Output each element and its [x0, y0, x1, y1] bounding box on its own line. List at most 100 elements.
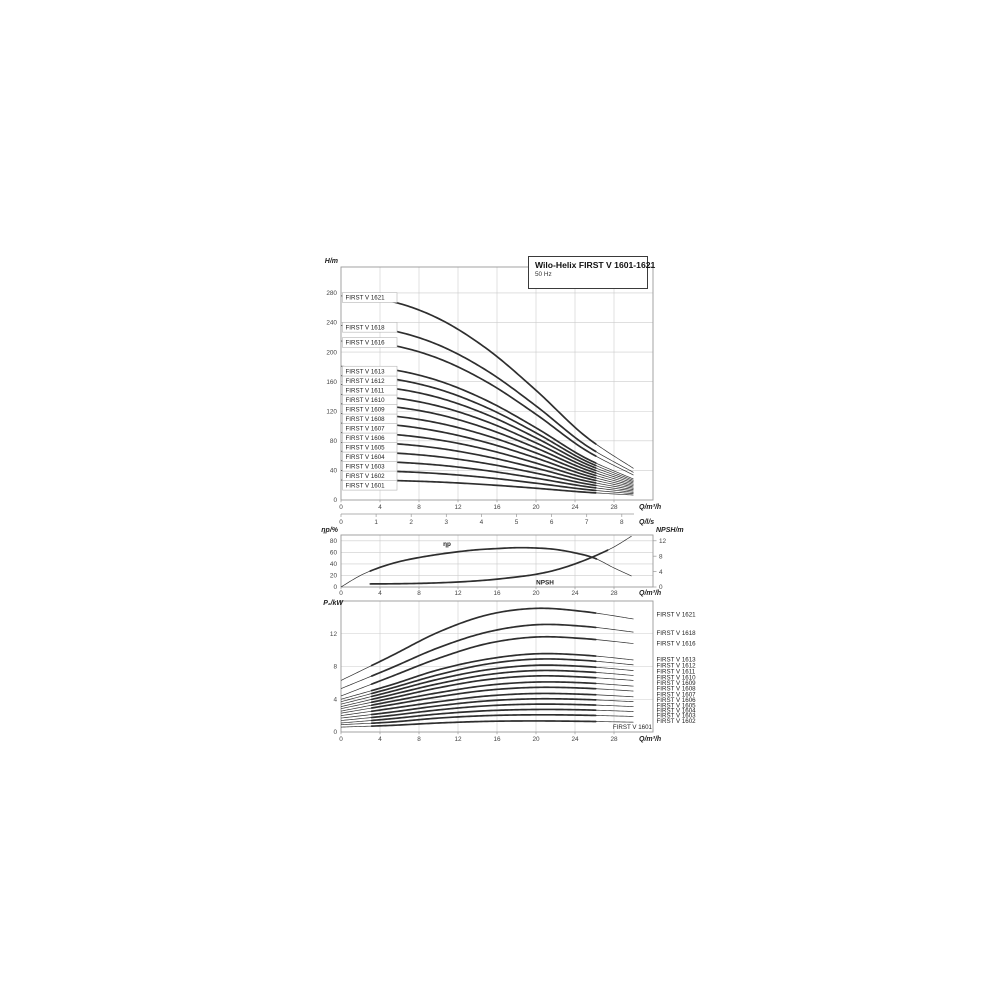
lps-tick-label: 4 [480, 519, 484, 526]
curve-label-box [342, 365, 398, 377]
lps-axis-title: Q/l/s [639, 519, 654, 526]
x-tick-label: 4 [378, 590, 382, 597]
x-tick-label: 12 [454, 736, 462, 743]
power-curve-label: FIRST V 1608 [657, 685, 697, 692]
x-tick-label: 16 [493, 590, 501, 597]
h-curve-first-v-1613 [370, 366, 597, 464]
p-curve-first-v-1621 [370, 607, 597, 667]
curve-label: FIRST V 1610 [346, 397, 386, 404]
x-tick-label: 28 [610, 504, 618, 511]
power-curve-label: FIRST V 1604 [657, 708, 697, 715]
power-curve-label: FIRST V 1610 [657, 674, 697, 681]
lps-tick-label: 6 [550, 519, 554, 526]
eta-tick-label: 60 [330, 550, 338, 557]
eta-curve-thin [340, 547, 632, 588]
h-curve-first-v-1610 [370, 394, 597, 472]
curve-label: FIRST V 1611 [346, 387, 385, 394]
p-tick-label: 8 [333, 664, 337, 671]
x-tick-label: 24 [571, 504, 579, 511]
power-curve-label: FIRST V 1606 [657, 697, 697, 704]
eta-curve-label: ηp [443, 541, 451, 548]
x-tick-label: 20 [532, 736, 540, 743]
power-curve-label: FIRST V 1616 [657, 641, 697, 648]
power-curve-label: FIRST V 1607 [657, 691, 697, 698]
x-tick-label: 12 [454, 590, 462, 597]
x-tick-label: 4 [378, 736, 382, 743]
power-curve-label: FIRST V 1621 [657, 611, 697, 618]
npsh-curve-label: NPSH [536, 580, 554, 587]
h-curve-first-v-1602 [370, 469, 597, 492]
power-curve-label: FIRST V 1612 [657, 663, 697, 670]
npsh-tick-label: 12 [659, 538, 667, 545]
power-curve-label: FIRST V 1613 [657, 657, 697, 664]
curve-label-box [342, 337, 398, 348]
curve-label: FIRST V 1621 [346, 295, 386, 302]
p-tick-label: 12 [330, 631, 338, 638]
npsh-tick-label: 8 [659, 553, 663, 560]
x-axis-title: Q/m³/h [639, 504, 661, 511]
h-curve-first-v-1608 [370, 413, 597, 477]
p-curve-first-v-1609-thin [340, 675, 634, 710]
power-chart: 0 4 8 12 P₂/kW 0 4 8 12 16 20 24 28 Q/m³/h [323, 600, 661, 743]
y-tick-label: 0 [333, 497, 337, 504]
eta-tick-label: 20 [330, 573, 338, 580]
power-curve-label: FIRST V 1603 [657, 713, 697, 720]
curve-label: FIRST V 1601 [346, 482, 386, 489]
npsh-axis-title: NPSH/m [656, 527, 684, 534]
curve-label: FIRST V 1604 [346, 454, 386, 461]
x-tick-label: 20 [532, 590, 540, 597]
x-tick-label: 12 [454, 504, 462, 511]
x-tick-label: 16 [493, 736, 501, 743]
x-axis-title: Q/m³/h [639, 736, 661, 743]
curve-label: FIRST V 1618 [346, 324, 386, 331]
h-curve-first-v-1609 [370, 404, 597, 474]
p-curve-first-v-1618 [370, 623, 597, 677]
title-box: Wilo-Helix FIRST V 1601-1621 50 Hz [528, 256, 655, 289]
p-curve-first-v-1601 [370, 720, 597, 727]
curve-label-box [342, 292, 398, 303]
npsh-tick-label: 4 [659, 569, 663, 576]
head-curve-set: FIRST V 1601 FIRST V 1602 FIRST V 1603 FIRS… [340, 292, 634, 496]
h-curve-first-v-1611 [370, 385, 597, 469]
eta-tick-label: 80 [330, 538, 338, 545]
power-curve-label: FIRST V 1605 [657, 703, 697, 710]
p-curve-first-v-1608 [370, 681, 597, 707]
p-curve-first-v-1613 [370, 652, 597, 692]
head-chart-secondary-axis: 0 1 2 3 4 5 6 7 8 Q/l/s [339, 513, 654, 526]
efficiency-npsh-chart: 0 20 40 60 80 0 4 8 12 ηp/% NPSH/m 0 4 8 12 16 20 24 28 Q/m… [321, 527, 683, 597]
y-tick-label: 240 [326, 320, 337, 327]
y-axis-title: H/m [325, 258, 338, 265]
x-tick-label: 24 [571, 736, 579, 743]
x-tick-label: 24 [571, 590, 579, 597]
curve-label: FIRST V 1605 [346, 444, 386, 451]
curve-label: FIRST V 1609 [346, 406, 386, 413]
p-curve-first-v-1607 [370, 686, 597, 709]
p-curve-first-v-1612 [370, 658, 597, 695]
y-tick-label: 80 [330, 438, 338, 445]
x-tick-label: 0 [339, 736, 343, 743]
curve-label: FIRST V 1616 [346, 340, 386, 347]
p-curve-first-v-1616 [370, 635, 597, 685]
power-curve-label: FIRST V 1611 [657, 668, 696, 675]
p-curve-first-v-1602 [370, 713, 597, 725]
p-curve-first-v-1610 [370, 669, 597, 701]
curve-label: FIRST V 1608 [346, 416, 386, 423]
frequency-label: 50 Hz [535, 271, 552, 278]
power-curve-label: FIRST V 1602 [657, 718, 697, 725]
h-curve-first-v-1604 [370, 451, 597, 487]
lps-tick-label: 8 [620, 519, 624, 526]
x-tick-label: 0 [339, 590, 343, 597]
h-curve-first-v-1621 [370, 297, 597, 445]
curve-label: FIRST V 1613 [346, 368, 386, 375]
eta-axis-title: ηp/% [321, 527, 338, 534]
x-tick-label: 28 [610, 590, 618, 597]
eta-tick-label: 0 [333, 584, 337, 591]
x-tick-label: 4 [378, 504, 382, 511]
p-curve-first-v-1605 [370, 697, 597, 716]
curve-label: FIRST V 1606 [346, 435, 386, 442]
lps-tick-label: 7 [585, 519, 589, 526]
p-curve-first-v-1603 [370, 708, 597, 722]
h-curve-first-v-1605 [370, 441, 597, 484]
x-tick-label: 20 [532, 504, 540, 511]
